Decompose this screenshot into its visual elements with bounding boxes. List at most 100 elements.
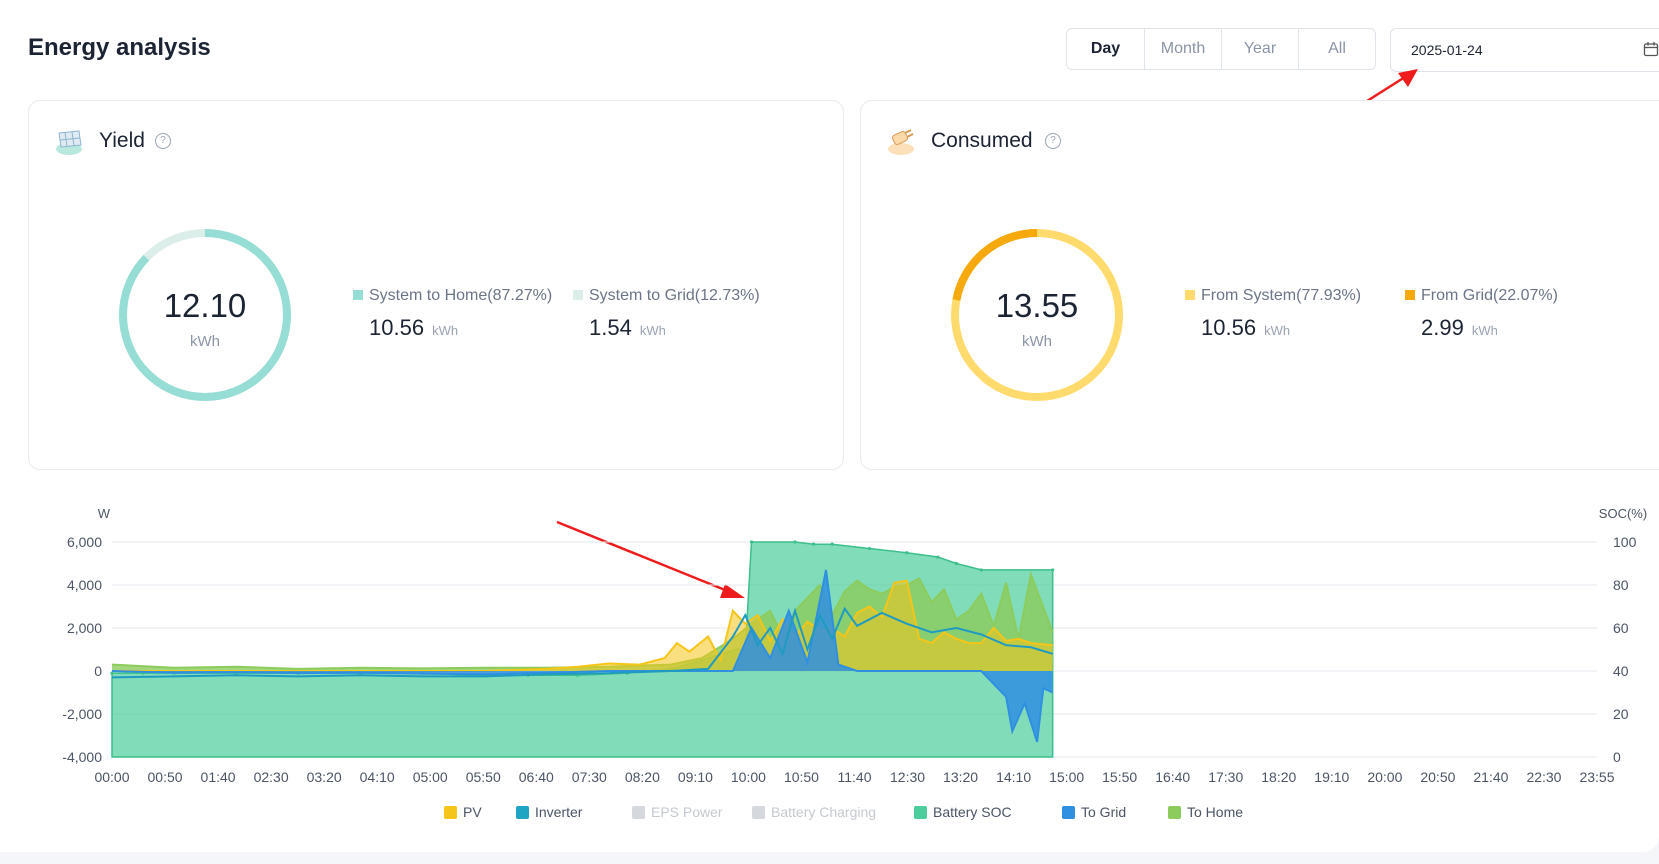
series-line-to-grid bbox=[111, 569, 1054, 743]
value-system-to-grid: 1.54 kWh bbox=[589, 315, 666, 340]
y-right-tick-label: 40 bbox=[1613, 663, 1629, 679]
x-tick-label: 20:50 bbox=[1420, 769, 1455, 785]
x-tick-label: 13:20 bbox=[943, 769, 978, 785]
calendar-icon[interactable] bbox=[1643, 41, 1659, 62]
point-battery-soc bbox=[749, 540, 754, 544]
legend-swatch bbox=[1062, 806, 1075, 819]
legend-system-to-home: System to Home(87.27%) bbox=[353, 287, 552, 305]
y-right-tick-label: 20 bbox=[1613, 706, 1629, 722]
y-left-tick-label: 6,000 bbox=[67, 534, 102, 550]
yield-title: Yield bbox=[99, 129, 145, 152]
x-tick-label: 22:30 bbox=[1526, 769, 1561, 785]
help-circle-icon[interactable]: ? bbox=[155, 133, 171, 149]
x-tick-label: 11:40 bbox=[838, 769, 872, 785]
legend-swatch bbox=[752, 806, 765, 819]
y-right-tick-label: 80 bbox=[1613, 577, 1629, 593]
yield-donut bbox=[119, 229, 291, 401]
x-tick-label: 10:50 bbox=[784, 769, 819, 785]
period-tabs: Day Month Year All bbox=[1066, 28, 1376, 70]
tab-all[interactable]: All bbox=[1298, 29, 1375, 69]
date-value: 2025-01-24 bbox=[1411, 42, 1483, 58]
x-tick-label: 04:10 bbox=[360, 769, 395, 785]
x-tick-label: 07:30 bbox=[572, 769, 607, 785]
legend-swatch bbox=[516, 806, 529, 819]
yield-total: 12.10 bbox=[163, 287, 247, 324]
series-line-inverter bbox=[111, 606, 1053, 679]
x-tick-label: 10:00 bbox=[731, 769, 766, 785]
x-tick-label: 03:20 bbox=[307, 769, 342, 785]
value-from-system: 10.56 kWh bbox=[1201, 315, 1291, 340]
legend-label: To Home bbox=[1187, 804, 1244, 820]
chart-legend: PV Inverter EPS Power Battery Charging Batte… bbox=[0, 804, 1659, 824]
value-system-to-home: 10.56 kWh bbox=[369, 315, 459, 340]
consumed-title: Consumed bbox=[931, 129, 1033, 152]
y-right-axis-label: SOC(%) bbox=[1599, 506, 1647, 521]
legend-item-to-home[interactable]: To Home bbox=[1168, 804, 1243, 820]
legend-item-to-grid[interactable]: To Grid bbox=[1062, 804, 1126, 820]
y-right-tick-label: 100 bbox=[1613, 534, 1637, 550]
x-tick-label: 01:40 bbox=[201, 769, 236, 785]
date-picker[interactable]: 2025-01-24 bbox=[1390, 28, 1659, 72]
legend-label: Battery Charging bbox=[771, 804, 877, 820]
yield-total-unit: kWh bbox=[190, 333, 220, 350]
point-battery-soc bbox=[1051, 568, 1055, 572]
x-tick-label: 23:55 bbox=[1579, 769, 1614, 785]
consumed-total: 13.55 bbox=[995, 287, 1079, 324]
x-tick-label: 12:30 bbox=[890, 769, 925, 785]
value-from-grid: 2.99 kWh bbox=[1421, 315, 1498, 340]
solar-panel-icon bbox=[53, 125, 85, 162]
legend-item-battery-soc[interactable]: Battery SOC bbox=[914, 804, 1012, 820]
x-tick-label: 15:00 bbox=[1049, 769, 1084, 785]
point-battery-soc bbox=[812, 542, 816, 546]
point-battery-soc bbox=[830, 542, 834, 546]
x-tick-label: 21:40 bbox=[1473, 769, 1508, 785]
point-battery-soc bbox=[867, 546, 872, 551]
x-tick-label: 16:40 bbox=[1155, 769, 1190, 785]
point-battery-soc bbox=[793, 540, 797, 544]
yield-card: Yield ? 12.10 kWh System to Home(87.27%)… bbox=[28, 100, 844, 470]
consumed-total-unit: kWh bbox=[1022, 333, 1052, 350]
x-tick-label: 19:10 bbox=[1314, 769, 1349, 785]
y-left-tick-label: 2,000 bbox=[67, 620, 102, 636]
y-left-tick-label: 4,000 bbox=[67, 577, 102, 593]
tab-day[interactable]: Day bbox=[1090, 40, 1121, 57]
x-tick-label: 00:00 bbox=[94, 769, 129, 785]
legend-label: EPS Power bbox=[651, 804, 723, 820]
point-battery-soc bbox=[905, 551, 909, 555]
consumed-donut bbox=[951, 229, 1123, 401]
y-left-tick-label: -4,000 bbox=[62, 749, 102, 765]
y-left-axis-label: W bbox=[98, 506, 111, 521]
legend-item-eps-power[interactable]: EPS Power bbox=[632, 804, 723, 820]
legend-swatch bbox=[444, 806, 457, 819]
legend-label: Battery SOC bbox=[933, 804, 1012, 820]
x-tick-label: 15:50 bbox=[1102, 769, 1137, 785]
tab-year[interactable]: Year bbox=[1221, 29, 1298, 69]
legend-from-system: From System(77.93%) bbox=[1185, 287, 1361, 305]
y-right-tick-label: 0 bbox=[1613, 749, 1621, 765]
legend-swatch bbox=[914, 806, 927, 819]
legend-label: Inverter bbox=[535, 804, 583, 820]
arrow-to-chart bbox=[556, 520, 745, 598]
legend-system-to-grid: System to Grid(12.73%) bbox=[573, 287, 760, 305]
y-right-tick-label: 60 bbox=[1613, 620, 1629, 636]
x-tick-label: 09:10 bbox=[678, 769, 713, 785]
tab-month[interactable]: Month bbox=[1144, 29, 1221, 69]
y-left-tick-label: 0 bbox=[94, 663, 102, 679]
legend-from-grid: From Grid(22.07%) bbox=[1405, 287, 1558, 305]
legend-item-battery-charging[interactable]: Battery Charging bbox=[752, 804, 876, 820]
x-tick-label: 14:10 bbox=[996, 769, 1031, 785]
legend-swatch bbox=[1168, 806, 1181, 819]
point-battery-soc bbox=[936, 555, 940, 559]
legend-item-inverter[interactable]: Inverter bbox=[516, 804, 582, 820]
legend-item-pv[interactable]: PV bbox=[444, 804, 482, 820]
x-tick-label: 17:30 bbox=[1208, 769, 1243, 785]
x-tick-label: 02:30 bbox=[254, 769, 289, 785]
point-battery-soc bbox=[979, 568, 983, 572]
yield-donut-arc bbox=[119, 229, 291, 401]
legend-label: PV bbox=[463, 804, 482, 820]
power-chart[interactable]: 6,000 4,000 2,000 0 -2,000 -4,000 100 80 60 40 20 0… bbox=[0, 500, 1659, 800]
x-tick-label: 05:50 bbox=[466, 769, 501, 785]
consumed-card: Consumed ? 13.55 kWh From System(77.93%)… bbox=[860, 100, 1659, 470]
x-tick-label: 00:50 bbox=[148, 769, 183, 785]
help-circle-icon[interactable]: ? bbox=[1045, 133, 1061, 149]
